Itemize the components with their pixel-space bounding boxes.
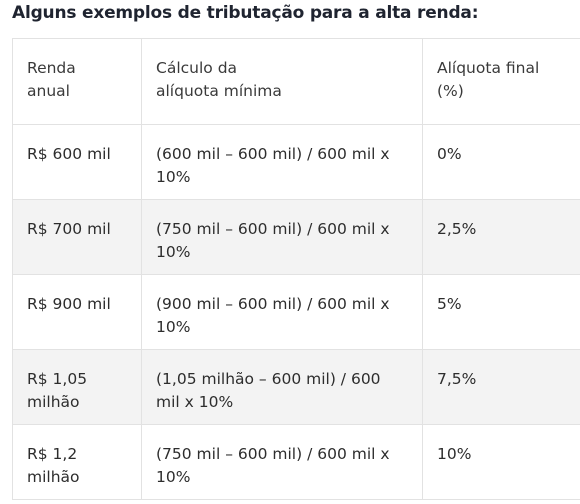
cell-renda: R$ 700 mil: [12, 199, 142, 275]
header-label: Renda anual: [27, 59, 76, 100]
cell-calculo: (750 mil – 600 mil) / 600 mil x 10%: [141, 424, 423, 500]
page-title: Alguns exemplos de tributação para a alt…: [12, 3, 479, 23]
cell-aliquota: 5%: [422, 274, 580, 350]
cell-calculo: (750 mil – 600 mil) / 600 mil x 10%: [141, 199, 423, 275]
cell-text: (1,05 milhão – 600 mil) / 600 mil x 10%: [156, 370, 381, 411]
cell-text: R$ 900 mil: [27, 295, 111, 313]
cell-text: (900 mil – 600 mil) / 600 mil x 10%: [156, 295, 390, 336]
cell-renda: R$ 1,05 milhão: [12, 349, 142, 425]
cell-text: 5%: [437, 295, 462, 313]
cell-calculo: (600 mil – 600 mil) / 600 mil x 10%: [141, 124, 423, 200]
cell-renda: R$ 1,2 milhão: [12, 424, 142, 500]
header-calculo: Cálculo da alíquota mínima: [141, 38, 423, 125]
header-label: Alíquota final (%): [437, 59, 540, 100]
cell-calculo: (900 mil – 600 mil) / 600 mil x 10%: [141, 274, 423, 350]
cell-aliquota: 0%: [422, 124, 580, 200]
header-renda-anual: Renda anual: [12, 38, 142, 125]
header-aliquota-final: Alíquota final (%): [422, 38, 580, 125]
tax-examples-table-wrapper: Renda anual Cálculo da alíquota mínima A…: [12, 38, 580, 500]
table-row: R$ 1,2 milhão (750 mil – 600 mil) / 600 …: [12, 424, 580, 500]
cell-text: 7,5%: [437, 370, 477, 388]
tax-examples-table: Renda anual Cálculo da alíquota mínima A…: [12, 38, 580, 500]
table-row: R$ 1,05 milhão (1,05 milhão – 600 mil) /…: [12, 349, 580, 425]
cell-text: R$ 600 mil: [27, 145, 111, 163]
cell-text: (600 mil – 600 mil) / 600 mil x 10%: [156, 145, 390, 186]
cell-text: R$ 1,2 milhão: [27, 445, 80, 486]
table-row: R$ 700 mil (750 mil – 600 mil) / 600 mil…: [12, 199, 580, 275]
cell-aliquota: 2,5%: [422, 199, 580, 275]
cell-text: (750 mil – 600 mil) / 600 mil x 10%: [156, 220, 390, 261]
cell-text: R$ 1,05 milhão: [27, 370, 88, 411]
table-row: R$ 600 mil (600 mil – 600 mil) / 600 mil…: [12, 124, 580, 200]
cell-text: R$ 700 mil: [27, 220, 111, 238]
cell-text: (750 mil – 600 mil) / 600 mil x 10%: [156, 445, 390, 486]
cell-aliquota: 7,5%: [422, 349, 580, 425]
header-label: Cálculo da alíquota mínima: [156, 59, 282, 100]
cell-aliquota: 10%: [422, 424, 580, 500]
cell-text: 2,5%: [437, 220, 477, 238]
cell-renda: R$ 900 mil: [12, 274, 142, 350]
cell-text: 0%: [437, 145, 462, 163]
table-row: R$ 900 mil (900 mil – 600 mil) / 600 mil…: [12, 274, 580, 350]
cell-calculo: (1,05 milhão – 600 mil) / 600 mil x 10%: [141, 349, 423, 425]
table-header-row: Renda anual Cálculo da alíquota mínima A…: [12, 38, 580, 125]
cell-renda: R$ 600 mil: [12, 124, 142, 200]
cell-text: 10%: [437, 445, 472, 463]
